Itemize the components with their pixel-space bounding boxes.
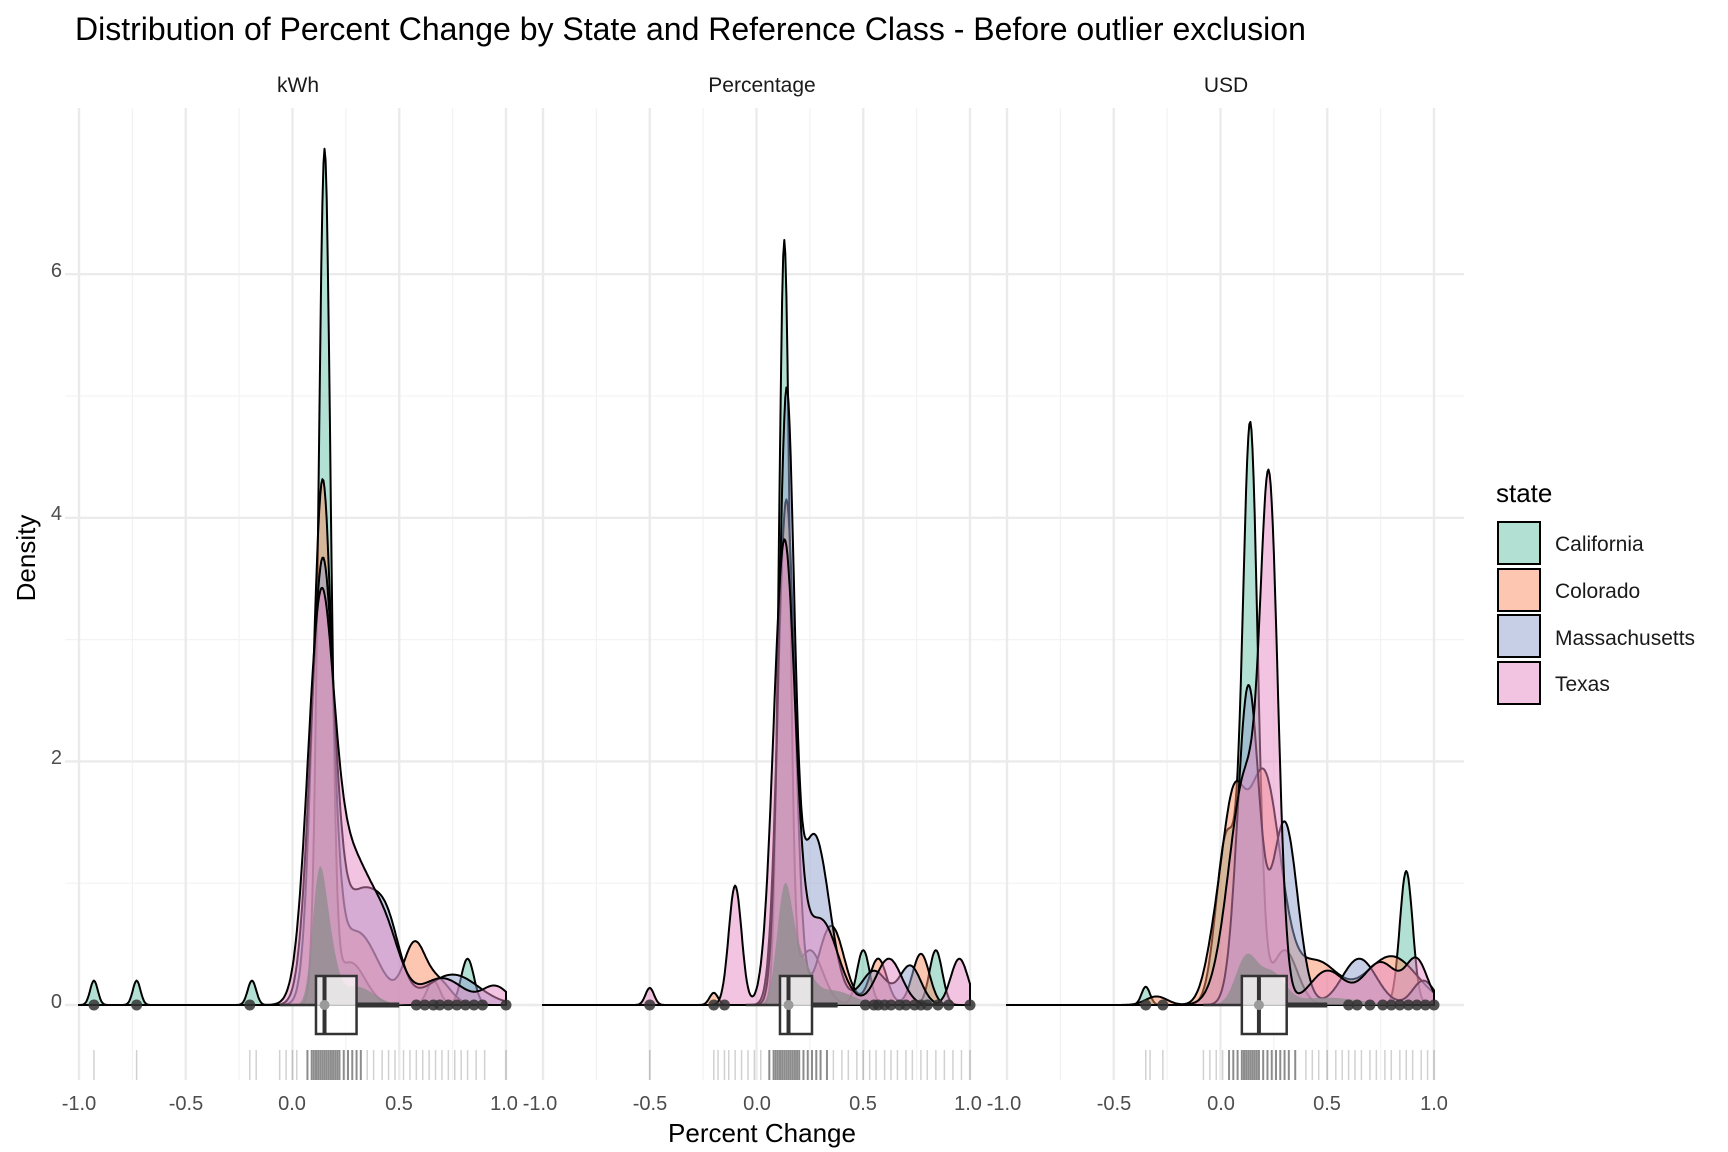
x-tick-label: -1.0 xyxy=(62,1093,96,1115)
outlier-point xyxy=(1377,999,1389,1011)
legend-item-massachusetts: Massachusetts xyxy=(1497,614,1695,658)
x-tick-label: 0.5 xyxy=(1313,1093,1341,1115)
strip-label-percentage: Percentage xyxy=(708,74,815,97)
chart-title: Distribution of Percent Change by State … xyxy=(75,11,1306,47)
outlier-point xyxy=(859,999,871,1011)
outlier-point xyxy=(468,999,480,1011)
boxplot-median-point xyxy=(783,1000,794,1010)
legend-label-texas: Texas xyxy=(1555,673,1610,696)
outlier-point xyxy=(644,999,656,1011)
legend-item-texas: Texas xyxy=(1497,661,1610,705)
x-tick-label: -0.5 xyxy=(633,1093,667,1115)
outlier-point xyxy=(1351,999,1363,1011)
y-tick-label: 6 xyxy=(51,260,62,282)
outlier-point xyxy=(434,999,446,1011)
legend-swatch-massachusetts xyxy=(1497,614,1541,658)
legend-title: state xyxy=(1496,478,1552,508)
facet-percentage: Percentage xyxy=(529,74,1000,1080)
outlier-point xyxy=(451,999,463,1011)
y-tick-label: 0 xyxy=(51,991,62,1013)
y-tick-label: 2 xyxy=(51,747,62,769)
outlier-point xyxy=(1364,999,1376,1011)
boxplot-median-point xyxy=(1253,1000,1264,1010)
legend-item-california: California xyxy=(1497,521,1644,565)
x-tick-label: -0.5 xyxy=(1097,1093,1131,1115)
x-axis-ticks: -1.0 -0.5 0.0 0.5 1.0 -1.0 -0.5 0.0 0.5 … xyxy=(62,1093,1448,1115)
outlier-point xyxy=(1419,999,1431,1011)
x-tick-label: -0.5 xyxy=(169,1093,203,1115)
legend: state California Colorado Massachusetts … xyxy=(1496,478,1695,705)
x-tick-label: 0.0 xyxy=(278,1093,306,1115)
facet-usd: USD xyxy=(993,74,1464,1080)
outlier-point xyxy=(419,999,431,1011)
outlier-point xyxy=(932,999,944,1011)
outlier-point xyxy=(1385,999,1397,1011)
outlier-point xyxy=(1140,999,1152,1011)
legend-label-colorado: Colorado xyxy=(1555,580,1640,603)
outlier-point xyxy=(244,999,256,1011)
outlier-point xyxy=(708,999,720,1011)
boxplot-box xyxy=(1240,974,1288,1036)
x-axis-title: Percent Change xyxy=(668,1118,856,1148)
facet-kwh: kWh xyxy=(65,74,536,1080)
outlier-point xyxy=(500,999,512,1011)
x-tick-label: 0.5 xyxy=(849,1093,877,1115)
outlier-point xyxy=(943,999,955,1011)
outlier-point xyxy=(718,999,730,1011)
outlier-point xyxy=(442,999,454,1011)
outlier-point xyxy=(885,999,897,1011)
outlier-point xyxy=(1411,999,1423,1011)
outlier-point xyxy=(1394,999,1406,1011)
x-tick-label: -1.0 xyxy=(523,1093,557,1115)
outlier-point xyxy=(131,999,143,1011)
x-tick-label: 1.0 xyxy=(1420,1093,1448,1115)
strip-label-kwh: kWh xyxy=(277,74,319,97)
x-tick-label: -1.0 xyxy=(987,1093,1021,1115)
legend-label-massachusetts: Massachusetts xyxy=(1555,627,1695,650)
outlier-point xyxy=(459,999,471,1011)
x-tick-label: 0.5 xyxy=(385,1093,413,1115)
legend-swatch-texas xyxy=(1497,661,1541,705)
facet-usd-plot xyxy=(993,108,1464,1080)
outlier-point xyxy=(964,999,976,1011)
facet-percentage-plot xyxy=(529,108,1000,1080)
y-axis-title: Density xyxy=(11,515,41,602)
outlier-point xyxy=(477,999,489,1011)
x-tick-label: 1.0 xyxy=(490,1093,518,1115)
x-tick-label: 0.0 xyxy=(743,1093,771,1115)
boxplot-median-point xyxy=(319,1000,330,1010)
outlier-point xyxy=(900,999,912,1011)
legend-label-california: California xyxy=(1555,533,1644,556)
outlier-point xyxy=(1343,999,1355,1011)
outlier-point xyxy=(88,999,100,1011)
x-tick-label: 0.0 xyxy=(1207,1093,1235,1115)
outlier-point xyxy=(410,999,422,1011)
outlier-point xyxy=(1157,999,1169,1011)
y-axis-ticks: 0 2 4 6 xyxy=(51,260,62,1013)
x-tick-label: 1.0 xyxy=(954,1093,982,1115)
legend-swatch-colorado xyxy=(1497,568,1541,612)
legend-swatch-california xyxy=(1497,521,1541,565)
y-tick-label: 4 xyxy=(51,503,62,525)
outlier-point xyxy=(1428,999,1440,1011)
facet-kwh-plot xyxy=(65,108,536,1080)
strip-label-usd: USD xyxy=(1204,74,1248,97)
outlier-point xyxy=(921,999,933,1011)
outlier-point xyxy=(1402,999,1414,1011)
legend-item-colorado: Colorado xyxy=(1497,568,1640,612)
